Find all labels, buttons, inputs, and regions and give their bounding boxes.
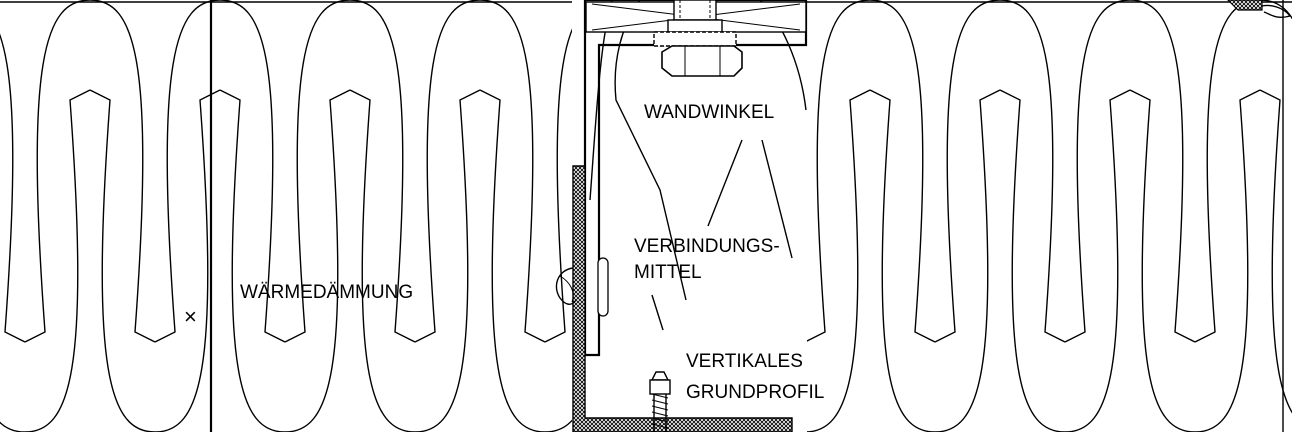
insulation-loop	[219, 89, 351, 432]
self-drilling-screw	[649, 371, 671, 432]
insulation-loop	[1064, 0, 1196, 343]
vertical-base-profile	[555, 165, 793, 432]
insulation-loop	[349, 89, 481, 432]
insulation-loop	[154, 0, 286, 343]
insulation-loop	[414, 0, 546, 343]
insulation-loop	[0, 33, 26, 343]
label-fastener-line2: MITTEL	[634, 262, 702, 283]
label-insulation: WÄRMEDÄMMUNG	[240, 282, 413, 303]
label-fastener-line1: VERBINDUNGS-	[634, 236, 780, 257]
insulation-loop-part	[651, 294, 664, 331]
insulation-loop	[869, 89, 1001, 432]
insulation-loop	[89, 89, 221, 432]
insulation-loop	[999, 89, 1131, 432]
insulation-loop	[24, 0, 156, 343]
corner-detail	[1227, 0, 1292, 19]
insulation-loop	[284, 0, 416, 343]
bolt-assembly	[653, 0, 743, 77]
insulation-loop	[1129, 89, 1261, 432]
insulation-loop	[934, 0, 1066, 343]
insulation-loop	[804, 0, 936, 343]
insulation-loop	[0, 89, 91, 432]
label-profile-line1: VERTIKALES	[686, 351, 803, 372]
insulation-loop	[1259, 89, 1292, 414]
leader-lines	[707, 139, 793, 259]
label-profile-line2: GRUNDPROFIL	[686, 382, 824, 403]
label-wall-bracket: WANDWINKEL	[644, 102, 774, 123]
insulation-loop	[1194, 0, 1292, 343]
cross-mark: ×	[184, 304, 197, 329]
